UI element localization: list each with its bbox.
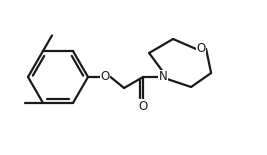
Text: N: N (159, 71, 167, 84)
Text: O: O (139, 100, 148, 113)
Text: O: O (197, 42, 206, 55)
Text: O: O (100, 71, 110, 84)
